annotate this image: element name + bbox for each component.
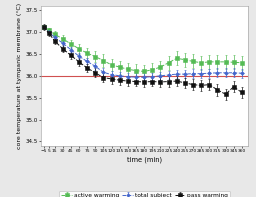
Legend: active warming, total subject, pass warming: active warming, total subject, pass warm… [59, 191, 230, 197]
Y-axis label: core temperature at tympanic membrane (°C): core temperature at tympanic membrane (°… [17, 3, 23, 149]
X-axis label: time (min): time (min) [127, 156, 162, 163]
